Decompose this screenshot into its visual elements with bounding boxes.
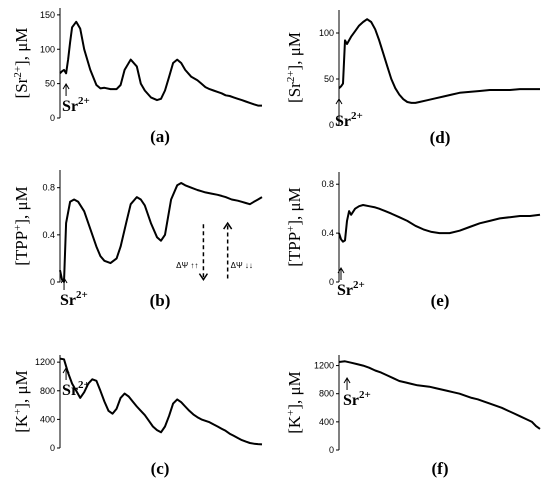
stimulus-base: Sr — [62, 98, 78, 115]
y-tick-label: 50 — [324, 74, 334, 84]
y-axis-label-e: [TPP+], μM — [285, 187, 304, 267]
y-axis-label-c: [K+], μM — [12, 370, 31, 433]
y-tick-label: 50 — [45, 79, 55, 89]
stimulus-label: Sr2+ — [337, 279, 365, 299]
y-tick-label: 0.8 — [42, 183, 55, 193]
y-axis-label-f: [K+], μM — [285, 371, 304, 434]
y-label-sup: + — [12, 225, 24, 231]
y-tick-label: 1200 — [314, 361, 334, 371]
stimulus-base: Sr — [335, 113, 351, 130]
stimulus-base: Sr — [62, 382, 78, 399]
chart-panel-f: 0 400 800 1200 [K+], μM Sr2+ (f) — [285, 355, 541, 478]
y-label-suffix: ], μM — [12, 28, 31, 66]
y-tick-label: 150 — [40, 10, 55, 20]
stimulus-arrowhead — [62, 83, 70, 90]
stimulus-label: Sr2+ — [343, 389, 371, 409]
y-tick-label: 0.8 — [321, 179, 334, 189]
stimulus-sup: 2+ — [78, 95, 90, 107]
stimulus-base: Sr — [337, 282, 353, 299]
y-label-sup: + — [285, 410, 297, 416]
y-tick-label: 100 — [319, 28, 334, 38]
annotation-delta-psi: ΔΨ ↓↓ — [231, 261, 253, 270]
chart-panel-c: 0 400 800 1200 [K+], μM Sr2+ (c) — [12, 355, 263, 478]
y-axis-label-b: [TPP+], μM — [12, 186, 31, 266]
stimulus-arrowhead — [60, 277, 68, 284]
y-tick-label: 800 — [40, 386, 55, 396]
panel-label-e: (e) — [431, 291, 450, 310]
stimulus-sup: 2+ — [353, 279, 365, 291]
y-tick-label: 0 — [329, 120, 334, 130]
stimulus-sup: 2+ — [78, 379, 90, 391]
y-label-sup: + — [285, 226, 297, 232]
y-tick-label: 100 — [40, 44, 55, 54]
y-tick-label: 0.4 — [42, 230, 55, 240]
y-label-suffix: ], μM — [285, 32, 304, 70]
stimulus-label: Sr2+ — [335, 110, 363, 130]
chart-panel-e: 0 0.4 0.8 [TPP+], μM Sr2+ (e) — [285, 172, 541, 310]
y-label-suffix: ], μM — [12, 370, 31, 408]
series-line-b — [59, 182, 263, 283]
y-label-suffix: ], μM — [285, 371, 304, 409]
y-tick-label: 400 — [319, 417, 334, 427]
y-label-prefix: [TPP — [285, 232, 304, 267]
series-line-d — [338, 18, 540, 104]
y-tick-label: 0 — [329, 277, 334, 287]
y-tick-label: 0 — [50, 277, 55, 287]
stimulus-label: Sr2+ — [60, 289, 88, 309]
y-label-prefix: [TPP — [12, 231, 31, 266]
stimulus-base: Sr — [343, 392, 359, 409]
stimulus-sup: 2+ — [359, 389, 371, 401]
panel-label-d: (d) — [430, 128, 451, 147]
y-label-sup: 2+ — [285, 70, 297, 82]
y-tick-label: 1200 — [35, 357, 55, 367]
panel-label-f: (f) — [432, 459, 449, 478]
y-tick-label: 800 — [319, 389, 334, 399]
stimulus-sup: 2+ — [76, 289, 88, 301]
y-label-suffix: ], μM — [285, 187, 304, 225]
y-tick-label: 0 — [329, 445, 334, 455]
annotation-delta-psi: ΔΨ ↑↑ — [176, 261, 198, 270]
y-label-sup: + — [12, 409, 24, 415]
y-label-prefix: [K — [12, 414, 31, 433]
y-axis-label-a: [Sr2+], μM — [12, 28, 31, 99]
y-tick-label: 0 — [50, 443, 55, 453]
stimulus-sup: 2+ — [351, 110, 363, 122]
y-axis-label-d: [Sr2+], μM — [285, 32, 304, 103]
stimulus-base: Sr — [60, 292, 76, 309]
panel-label-c: (c) — [151, 459, 170, 478]
stimulus-label: Sr2+ — [62, 95, 90, 115]
stimulus-arrowhead — [62, 367, 70, 374]
panel-label-b: (b) — [150, 291, 171, 310]
y-label-prefix: [Sr — [12, 77, 31, 98]
y-label-prefix: [Sr — [285, 82, 304, 103]
series-line-e — [338, 204, 541, 243]
stimulus-label: Sr2+ — [62, 379, 90, 399]
panel-label-a: (a) — [150, 127, 170, 146]
series-line-a — [59, 20, 262, 107]
dashed-arrowhead — [198, 273, 209, 281]
y-label-suffix: ], μM — [12, 186, 31, 224]
y-tick-label: 400 — [40, 414, 55, 424]
dashed-arrowhead — [223, 221, 233, 230]
stimulus-arrowhead — [343, 377, 351, 384]
stimulus-arrowhead — [337, 267, 345, 274]
stimulus-arrowhead — [335, 98, 343, 105]
series-line-c — [59, 357, 263, 446]
y-tick-label: 0 — [50, 113, 55, 123]
chart-panel-b: 0 0.4 0.8 [TPP+], μM Sr2+ ΔΨ ↑↑ ΔΨ ↓↓ (b) — [12, 170, 263, 310]
y-label-prefix: [K — [285, 415, 304, 434]
series-line-f — [338, 360, 541, 430]
y-label-sup: 2+ — [12, 66, 24, 78]
y-tick-label: 0.4 — [321, 228, 334, 238]
